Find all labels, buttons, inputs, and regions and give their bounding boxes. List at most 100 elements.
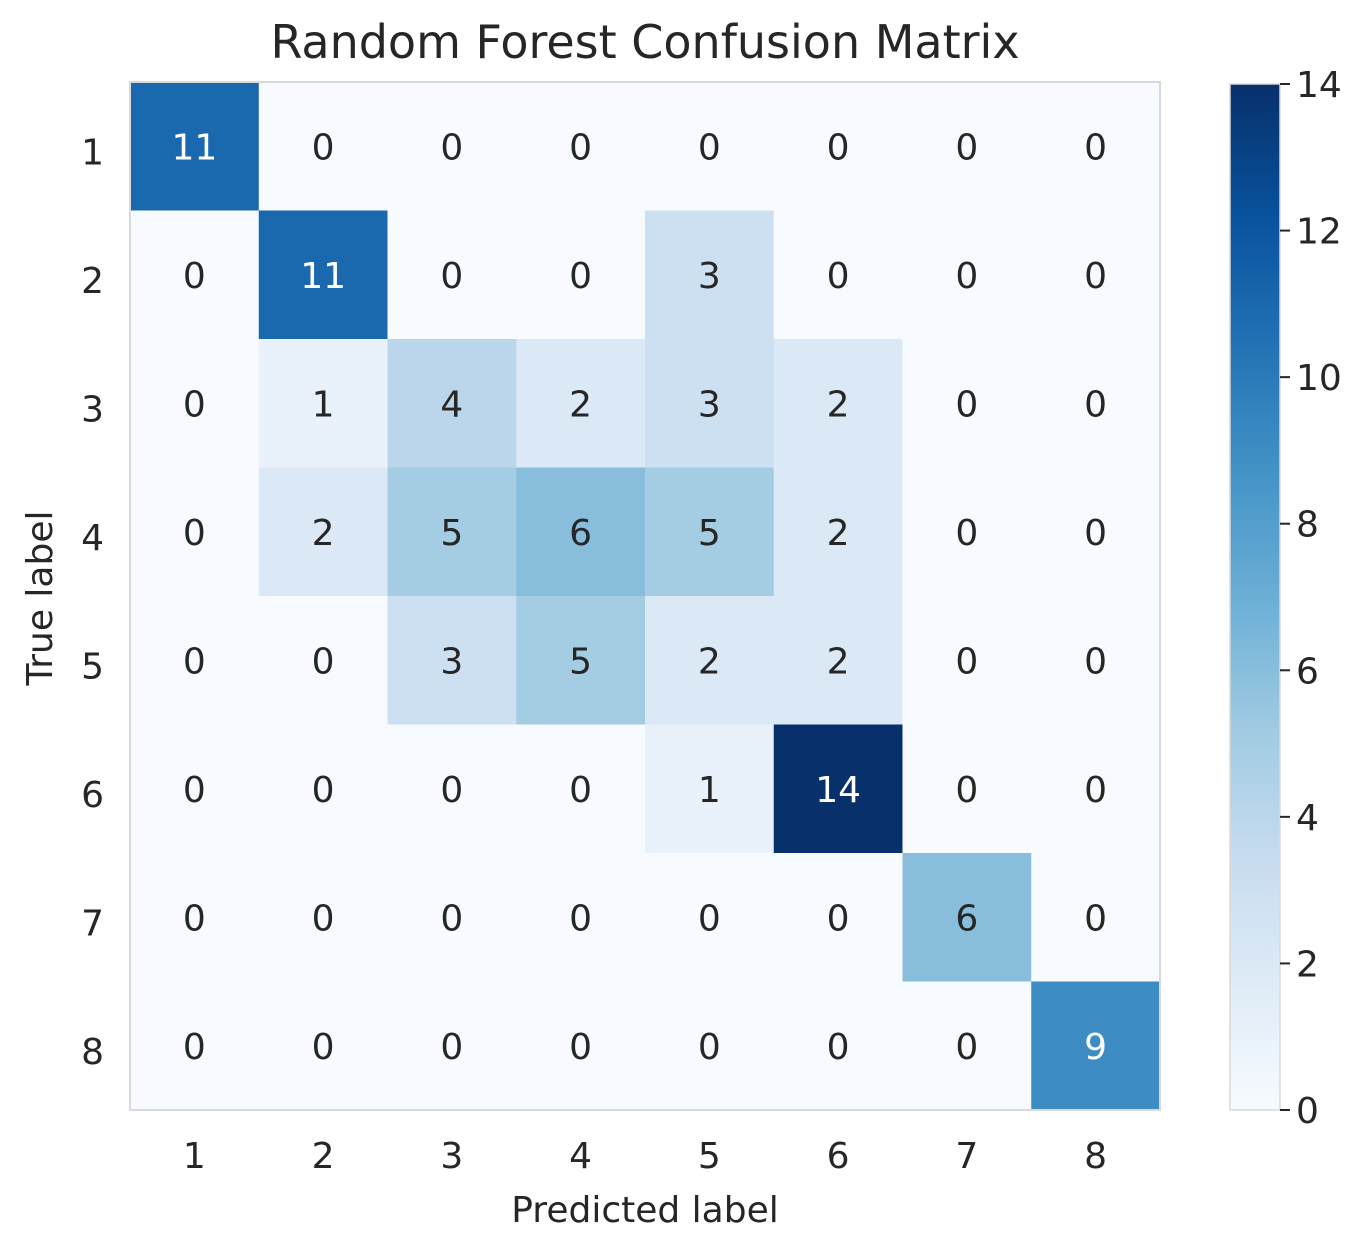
cell-annotations: 11 0 0 0 0 0 0 00 11 0 0 3 0 0 00 1 4 2 3 2 0 00 2 5 6 5 2 0 00 0 3 5 2 2… <box>171 127 1107 1068</box>
heatmap-cell <box>258 981 389 1111</box>
heatmap-cell <box>902 339 1032 469</box>
heatmap-cell <box>645 596 775 726</box>
x-tick-label: 2 <box>312 1136 335 1177</box>
heatmap-cell <box>902 981 1032 1111</box>
cell-value-label: 0 <box>827 127 850 168</box>
x-tick-label: 8 <box>1084 1136 1107 1177</box>
x-tick-label: 3 <box>440 1136 463 1177</box>
colorbar-tick-label: 10 <box>1296 358 1342 399</box>
cell-value-label: 2 <box>827 384 850 425</box>
cell-value-label: 0 <box>183 641 206 682</box>
cell-value-label: 0 <box>183 770 206 811</box>
cell-value-label: 0 <box>440 898 463 939</box>
cell-value-label: 0 <box>569 770 592 811</box>
heatmap-cell <box>516 339 646 469</box>
colorbar-tick-label: 2 <box>1296 944 1319 985</box>
cell-value-label: 0 <box>183 256 206 297</box>
cell-value-label: 2 <box>827 641 850 682</box>
colorbar-tick-label: 14 <box>1296 65 1342 106</box>
heatmap-cell <box>516 82 646 212</box>
heatmap-cell <box>1031 339 1161 469</box>
cell-value-label: 0 <box>440 256 463 297</box>
y-tick-label: 5 <box>81 646 104 687</box>
heatmap-cell <box>516 981 646 1111</box>
cell-value-label: 0 <box>312 1027 335 1068</box>
heatmap-cell <box>258 82 389 212</box>
y-axis-label: True label <box>20 511 61 687</box>
heatmap-cell <box>645 82 775 212</box>
heatmap-cell <box>516 210 646 340</box>
heatmap-cell <box>1031 596 1161 726</box>
cell-value-label: 0 <box>1084 127 1107 168</box>
heatmap-cell <box>902 596 1032 726</box>
heatmap-cell <box>773 596 904 726</box>
cell-value-label: 0 <box>569 898 592 939</box>
cell-value-label: 0 <box>312 641 335 682</box>
heatmap-cell <box>645 724 775 854</box>
heatmap-cell <box>387 210 517 340</box>
cell-value-label: 0 <box>1084 770 1107 811</box>
cell-value-label: 6 <box>569 513 592 554</box>
cell-value-label: 0 <box>1084 898 1107 939</box>
cell-value-label: 0 <box>698 127 721 168</box>
cell-value-label: 5 <box>440 513 463 554</box>
heatmap-cell <box>773 724 904 854</box>
heatmap-cell <box>645 981 775 1111</box>
cell-value-label: 5 <box>698 513 721 554</box>
cell-value-label: 0 <box>827 256 850 297</box>
y-tick-label: 4 <box>81 518 104 559</box>
heatmap-cell <box>773 339 904 469</box>
cell-value-label: 0 <box>955 770 978 811</box>
heatmap-cell <box>773 981 904 1111</box>
heatmap-cell <box>902 853 1032 983</box>
cell-value-label: 3 <box>440 641 463 682</box>
heatmap-cell <box>258 853 389 983</box>
heatmap-cell <box>516 596 646 726</box>
cell-value-label: 0 <box>440 770 463 811</box>
colorbar-tick-label: 0 <box>1296 1091 1319 1132</box>
heatmap-cell <box>130 210 260 340</box>
cell-value-label: 2 <box>312 513 335 554</box>
x-axis-label: Predicted label <box>511 1190 779 1231</box>
heatmap-cell <box>387 853 517 983</box>
cell-value-label: 6 <box>955 898 978 939</box>
heatmap-cell <box>773 853 904 983</box>
heatmap-cell <box>773 82 904 212</box>
heatmap-cell <box>387 339 517 469</box>
heatmap-cells <box>130 82 1161 1111</box>
heatmap-cell <box>130 596 260 726</box>
cell-value-label: 0 <box>312 127 335 168</box>
cell-value-label: 3 <box>698 256 721 297</box>
x-tick-label: 7 <box>955 1136 978 1177</box>
heatmap-cell <box>902 210 1032 340</box>
cell-value-label: 11 <box>171 127 217 168</box>
heatmap-cell <box>516 853 646 983</box>
x-tick-label: 6 <box>827 1136 850 1177</box>
heatmap-cell <box>1031 210 1161 340</box>
cell-value-label: 0 <box>955 1027 978 1068</box>
y-tick-label: 7 <box>81 903 104 944</box>
cell-value-label: 0 <box>440 127 463 168</box>
heatmap-cell <box>645 339 775 469</box>
cell-value-label: 0 <box>955 384 978 425</box>
heatmap-cell <box>1031 82 1161 212</box>
y-tick-label: 1 <box>81 132 104 173</box>
x-tick-label: 4 <box>569 1136 592 1177</box>
heatmap-cell <box>258 596 389 726</box>
cell-value-label: 1 <box>698 770 721 811</box>
colorbar-tick-label: 12 <box>1296 212 1342 253</box>
heatmap-cell <box>387 981 517 1111</box>
x-tick-label: 1 <box>183 1136 206 1177</box>
cell-value-label: 5 <box>569 641 592 682</box>
cell-value-label: 0 <box>569 1027 592 1068</box>
cell-value-label: 0 <box>312 898 335 939</box>
cell-value-label: 0 <box>183 1027 206 1068</box>
cell-value-label: 2 <box>827 513 850 554</box>
colorbar-ticks: 0 2 4 6 8 10 12 14 <box>1280 65 1342 1132</box>
heatmap-cell <box>130 339 260 469</box>
colorbar-tick-label: 6 <box>1296 651 1319 692</box>
heatmap-cell <box>645 853 775 983</box>
heatmap-cell <box>516 467 646 597</box>
colorbar-tick-label: 4 <box>1296 798 1319 839</box>
